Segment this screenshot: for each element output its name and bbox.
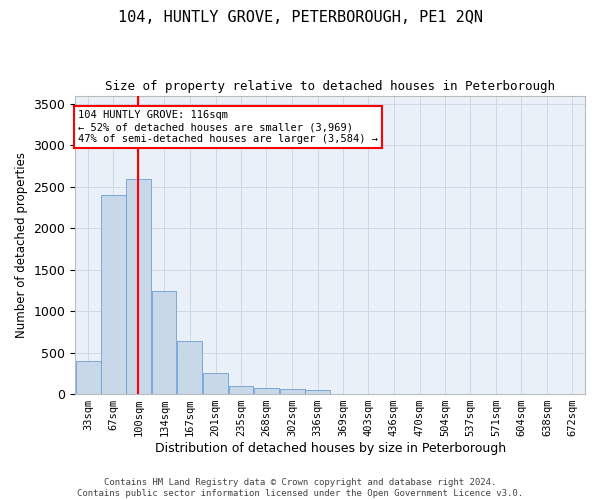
Y-axis label: Number of detached properties: Number of detached properties	[15, 152, 28, 338]
Bar	[101, 195, 125, 394]
Bar	[254, 388, 279, 394]
Bar	[76, 361, 101, 394]
Text: Contains HM Land Registry data © Crown copyright and database right 2024.
Contai: Contains HM Land Registry data © Crown c…	[77, 478, 523, 498]
Title: Size of property relative to detached houses in Peterborough: Size of property relative to detached ho…	[105, 80, 555, 93]
Bar	[305, 390, 330, 394]
X-axis label: Distribution of detached houses by size in Peterborough: Distribution of detached houses by size …	[155, 442, 506, 455]
Text: 104 HUNTLY GROVE: 116sqm
← 52% of detached houses are smaller (3,969)
47% of sem: 104 HUNTLY GROVE: 116sqm ← 52% of detach…	[78, 110, 378, 144]
Bar	[127, 180, 151, 394]
Bar	[203, 373, 228, 394]
Bar	[229, 386, 253, 394]
Bar	[177, 342, 202, 394]
Text: 104, HUNTLY GROVE, PETERBOROUGH, PE1 2QN: 104, HUNTLY GROVE, PETERBOROUGH, PE1 2QN	[118, 10, 482, 25]
Bar	[152, 292, 176, 394]
Bar	[280, 390, 305, 394]
